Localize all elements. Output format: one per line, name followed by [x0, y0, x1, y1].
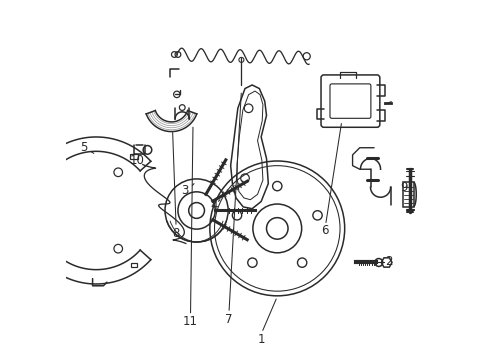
- Bar: [130, 154, 138, 159]
- Text: 4: 4: [211, 199, 218, 212]
- Text: 7: 7: [225, 312, 233, 326]
- Text: 3: 3: [181, 184, 189, 197]
- Text: 2: 2: [385, 255, 392, 268]
- Text: 9: 9: [400, 181, 407, 194]
- Text: 11: 11: [183, 315, 198, 328]
- Bar: [27, 220, 34, 224]
- Text: 10: 10: [130, 154, 145, 167]
- Bar: [131, 263, 138, 267]
- Text: 1: 1: [257, 333, 265, 346]
- Text: 6: 6: [321, 224, 329, 238]
- Text: 5: 5: [80, 141, 87, 154]
- Text: 8: 8: [172, 226, 180, 239]
- Bar: [403, 182, 414, 207]
